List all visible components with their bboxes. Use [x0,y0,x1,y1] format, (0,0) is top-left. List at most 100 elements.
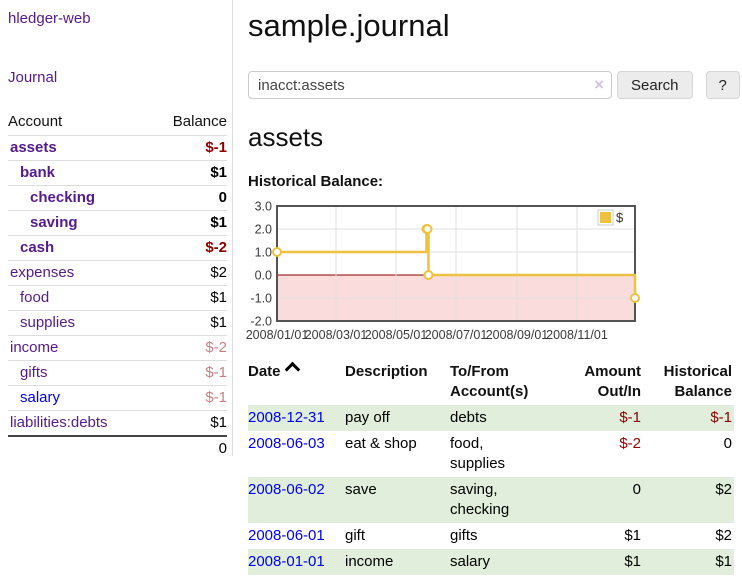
balance-chart-svg: $3.0 2.0 1.0 0.0 -1.0 -2.02008/01/012008/03/0… [246,200,640,342]
register-row: 2008-06-01 gift gifts $1 $2 [248,523,734,549]
register-row: 2008-06-02 save saving, checking 0 $2 [248,477,734,523]
account-row: assets $-1 [8,135,227,161]
account-balance: $-2 [149,335,227,361]
accounts-header-account: Account [8,109,150,136]
search-input[interactable] [248,71,612,99]
accounts-table-header: Account Balance [8,109,227,136]
register-table: Date Description To/From Account(s) Amount … [248,359,734,575]
account-balance: $-1 [149,360,227,386]
svg-text:2008/09/01: 2008/09/01 [486,328,549,342]
transaction-description: pay off [345,409,390,426]
account-balance: $1 [149,410,227,437]
transaction-description: gift [345,527,366,544]
transaction-date-link[interactable]: 2008-06-03 [248,435,325,452]
app-brand-link[interactable]: hledger-web [8,10,91,27]
account-link[interactable]: supplies [20,314,76,331]
transaction-description: income [345,553,394,570]
account-link[interactable]: assets [10,139,57,156]
register-header-amount-out-in: Amount Out/In [584,363,641,400]
account-balance: $1 [149,285,227,311]
svg-text:2008/03/01: 2008/03/01 [305,328,368,342]
page-title: sample.journal [248,8,450,43]
register-header-date[interactable]: Date [248,359,345,405]
transaction-balance: $2 [715,481,732,498]
account-link[interactable]: gifts [20,364,48,381]
svg-text:2008/01/01: 2008/01/01 [246,328,309,342]
svg-text:2008/07/01: 2008/07/01 [425,328,488,342]
account-balance: $-2 [149,235,227,261]
accounts-total-balance: 0 [149,435,227,461]
account-row: saving $1 [8,210,227,236]
account-link[interactable]: income [10,339,59,356]
account-link[interactable]: saving [30,214,78,231]
transaction-date-link[interactable]: 2008-06-02 [248,481,325,498]
accounts-header-balance: Balance [149,109,227,136]
register-header-to-from-account-s-: To/From Account(s) [450,363,529,400]
chart-title: Historical Balance: [248,173,384,190]
clear-search-icon[interactable]: × [594,75,604,94]
account-heading: assets [248,122,324,152]
search-input-wrap: × [248,71,612,99]
transaction-balance: $2 [715,527,732,544]
account-link[interactable]: cash [20,239,55,256]
transaction-accounts: saving, checking [450,481,510,518]
transaction-amount: $1 [624,527,641,544]
transaction-accounts: food, supplies [450,435,506,472]
transaction-amount: $-2 [619,435,641,452]
transaction-description: save [345,481,377,498]
account-row: income $-2 [8,335,227,361]
svg-text:3.0: 3.0 [255,200,272,214]
svg-text:1.0: 1.0 [255,246,272,260]
register-header-historical-balance: Historical Balance [663,363,732,400]
account-link[interactable]: liabilities:debts [10,414,108,431]
account-row: liabilities:debts $1 [8,410,227,437]
account-link[interactable]: salary [20,389,61,406]
account-row: checking 0 [8,185,227,211]
account-link[interactable]: food [20,289,50,306]
account-row: expenses $2 [8,260,227,286]
search-button[interactable]: Search [617,71,693,99]
search-form: × Search ? [248,71,740,99]
account-row: salary $-1 [8,385,227,411]
transaction-accounts: salary [450,553,491,570]
transaction-date-link[interactable]: 2008-12-31 [248,409,325,426]
svg-text:0.0: 0.0 [255,269,272,283]
svg-text:$: $ [616,210,624,225]
transaction-accounts: gifts [450,527,478,544]
account-balance: $-1 [149,135,227,161]
account-row: gifts $-1 [8,360,227,386]
transaction-amount: 0 [632,481,641,498]
transaction-amount: $1 [624,553,641,570]
register-row: 2008-01-01 income salary $1 $1 [248,549,734,575]
svg-text:2.0: 2.0 [255,223,272,237]
account-balance: $1 [149,160,227,186]
account-link[interactable]: bank [20,164,56,181]
account-balance: 0 [149,185,227,211]
svg-text:2008/11/01: 2008/11/01 [546,328,608,342]
historical-balance-chart: $3.0 2.0 1.0 0.0 -1.0 -2.0 2008/01/01 2008/03/0… [246,200,735,346]
accounts-table: Account Balance assets $-1 bank $1 checking 0… [8,109,227,461]
transaction-amount: $-1 [619,409,641,426]
transaction-date-link[interactable]: 2008-01-01 [248,553,325,570]
account-balance: $-1 [149,385,227,411]
svg-text:-1.0: -1.0 [250,292,272,306]
main-content: sample.journal × Search ? assets Histori… [246,0,740,575]
transaction-balance: $1 [715,553,732,570]
transaction-balance: 0 [723,435,732,452]
svg-text:2008/05/01: 2008/05/01 [365,328,428,342]
account-balance: $2 [149,260,227,286]
register-header-description: Description [345,363,428,380]
transaction-date-link[interactable]: 2008-06-01 [248,527,325,544]
account-link[interactable]: expenses [10,264,75,281]
account-row: supplies $1 [8,310,227,336]
transaction-accounts: debts [450,409,487,426]
account-row: bank $1 [8,160,227,186]
transaction-balance: $-1 [710,409,732,426]
register-row: 2008-12-31 pay off debts $-1 $-1 [248,405,734,431]
svg-text:-2.0: -2.0 [250,315,272,329]
account-row: food $1 [8,285,227,311]
sidebar-item-journal[interactable]: Journal [8,69,58,86]
help-button[interactable]: ? [705,71,740,99]
register-header-row: Date Description To/From Account(s) Amount … [248,359,734,405]
account-link[interactable]: checking [30,189,96,206]
